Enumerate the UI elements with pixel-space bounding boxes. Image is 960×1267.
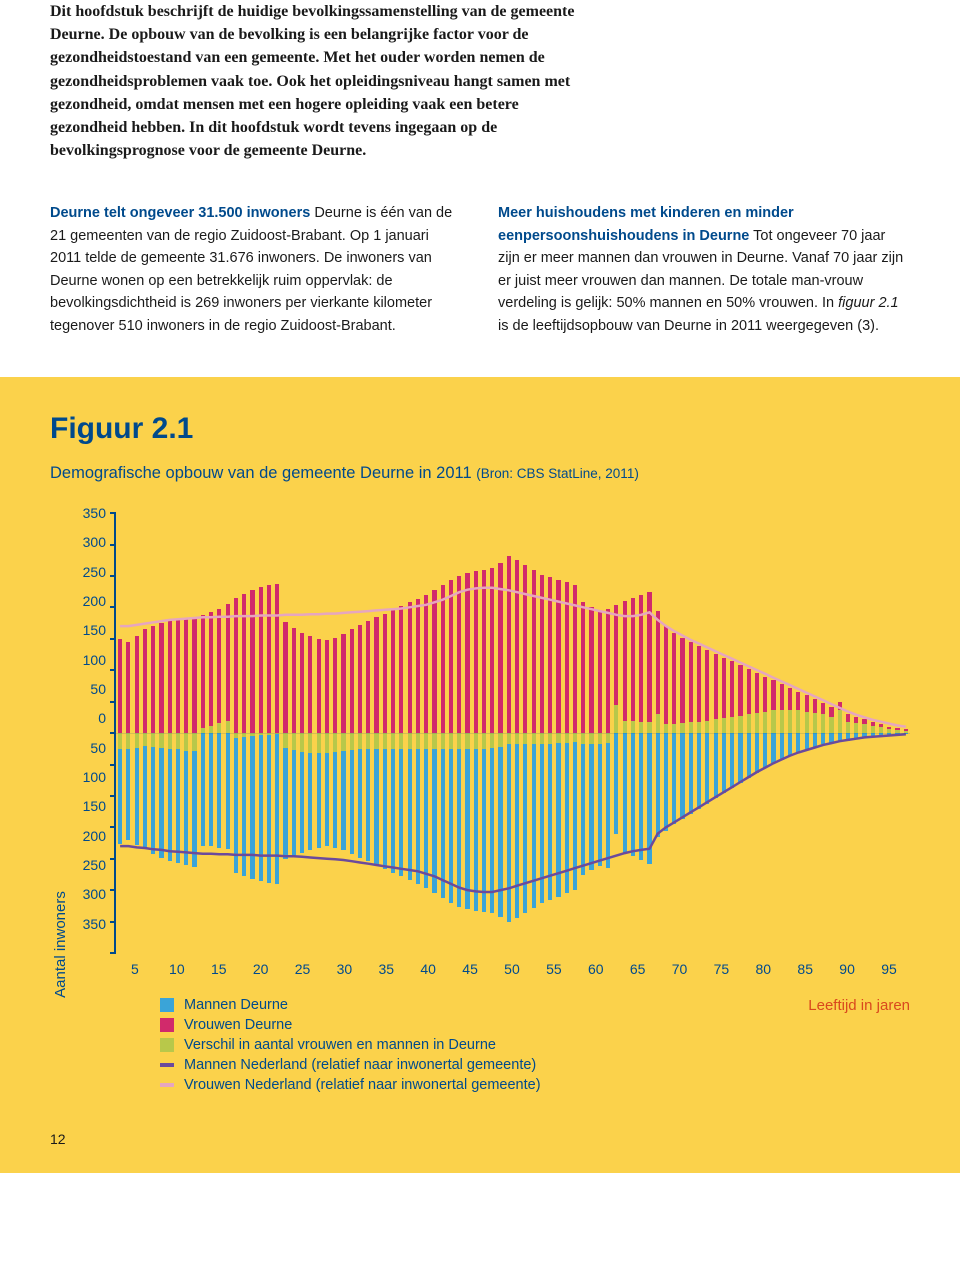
- plot-area: [114, 513, 910, 953]
- legend-swatch: [160, 1063, 174, 1067]
- y-axis-label: Aantal inwoners: [52, 891, 69, 998]
- legend-row: Mannen Deurne Vrouwen Deurne Verschil in a…: [50, 979, 910, 1101]
- y-tick: 200: [70, 594, 106, 623]
- legend-label: Verschil in aantal vrouwen en mannen in …: [184, 1037, 496, 1053]
- y-tick: 50: [70, 741, 106, 770]
- legend-swatch: [160, 1038, 174, 1052]
- legend-item: Vrouwen Nederland (relatief naar inwoner…: [160, 1077, 808, 1093]
- figure-title: Figuur 2.1: [50, 412, 910, 446]
- x-tick: 35: [365, 961, 407, 979]
- y-tick: 150: [70, 799, 106, 828]
- legend-item: Mannen Nederland (relatief naar inwonert…: [160, 1057, 808, 1073]
- x-tick: 90: [826, 961, 868, 979]
- left-heading: Deurne telt ongeveer 31.500 inwoners: [50, 205, 310, 221]
- x-tick: 70: [659, 961, 701, 979]
- legend-swatch: [160, 998, 174, 1012]
- x-tick: 80: [742, 961, 784, 979]
- x-tick: 20: [240, 961, 282, 979]
- y-axis-label-box: Aantal inwoners: [50, 513, 70, 979]
- y-tick: 200: [70, 829, 106, 858]
- intro-paragraph: Dit hoofdstuk beschrijft de huidige bevo…: [0, 0, 640, 192]
- legend-label: Vrouwen Deurne: [184, 1017, 292, 1033]
- chart: Aantal inwoners 350300250200150100500501…: [50, 513, 910, 979]
- x-tick: 95: [868, 961, 910, 979]
- x-tick: 60: [575, 961, 617, 979]
- y-tick: 100: [70, 653, 106, 682]
- x-tick: 30: [323, 961, 365, 979]
- right-heading: Meer huishoudens met kinderen en minder …: [498, 205, 794, 243]
- legend-label: Vrouwen Nederland (relatief naar inwoner…: [184, 1077, 541, 1093]
- x-tick: 10: [156, 961, 198, 979]
- legend-label: Mannen Nederland (relatief naar inwonert…: [184, 1057, 536, 1073]
- y-tick: 100: [70, 770, 106, 799]
- right-body-post: is de leeftijdsopbouw van Deurne in 2011…: [498, 318, 879, 334]
- right-body-em: figuur 2.1: [838, 295, 898, 311]
- x-tick: 25: [282, 961, 324, 979]
- line-vrouwen-nl: [120, 588, 906, 727]
- figure-subtitle: Demografische opbouw van de gemeente Deu…: [50, 464, 910, 483]
- x-tick: 85: [784, 961, 826, 979]
- x-axis-label: Leeftijd in jaren: [808, 997, 910, 1097]
- page-number: 12: [50, 1101, 910, 1163]
- x-tick: 15: [198, 961, 240, 979]
- left-column: Deurne telt ongeveer 31.500 inwoners Deu…: [50, 202, 462, 337]
- x-tick: 55: [533, 961, 575, 979]
- figure-block: Figuur 2.1 Demografische opbouw van de g…: [0, 377, 960, 1173]
- two-column-text: Deurne telt ongeveer 31.500 inwoners Deu…: [0, 192, 960, 377]
- y-tick: 250: [70, 565, 106, 594]
- x-tick: 5: [114, 961, 156, 979]
- legend-swatch: [160, 1083, 174, 1087]
- x-tick: 40: [407, 961, 449, 979]
- legend-item: Vrouwen Deurne: [160, 1017, 808, 1033]
- y-tick: 0: [70, 711, 106, 740]
- y-tick: 50: [70, 682, 106, 711]
- y-tick: 350: [70, 506, 106, 535]
- legend-swatch: [160, 1018, 174, 1032]
- left-body: Deurne is één van de 21 gemeenten van de…: [50, 205, 452, 333]
- figure-source: (Bron: CBS StatLine, 2011): [476, 466, 639, 481]
- legend-item: Verschil in aantal vrouwen en mannen in …: [160, 1037, 808, 1053]
- legend-label: Mannen Deurne: [184, 997, 288, 1013]
- x-tick: 65: [617, 961, 659, 979]
- right-column: Meer huishoudens met kinderen en minder …: [498, 202, 910, 337]
- legend-item: Mannen Deurne: [160, 997, 808, 1013]
- x-axis-ticks: 5101520253035404550556065707580859095: [114, 953, 910, 979]
- legend: Mannen Deurne Vrouwen Deurne Verschil in a…: [160, 997, 808, 1097]
- y-tick: 150: [70, 623, 106, 652]
- x-tick: 50: [491, 961, 533, 979]
- figure-subtitle-text: Demografische opbouw van de gemeente Deu…: [50, 464, 476, 482]
- y-axis-ticks: 3503002502001501005005010015020025030035…: [70, 513, 114, 953]
- y-tick: 250: [70, 858, 106, 887]
- x-tick: 75: [700, 961, 742, 979]
- line-mannen-nl: [120, 734, 906, 892]
- y-tick: 350: [70, 917, 106, 946]
- x-tick: 45: [449, 961, 491, 979]
- y-tick: 300: [70, 887, 106, 916]
- y-tick: 300: [70, 535, 106, 564]
